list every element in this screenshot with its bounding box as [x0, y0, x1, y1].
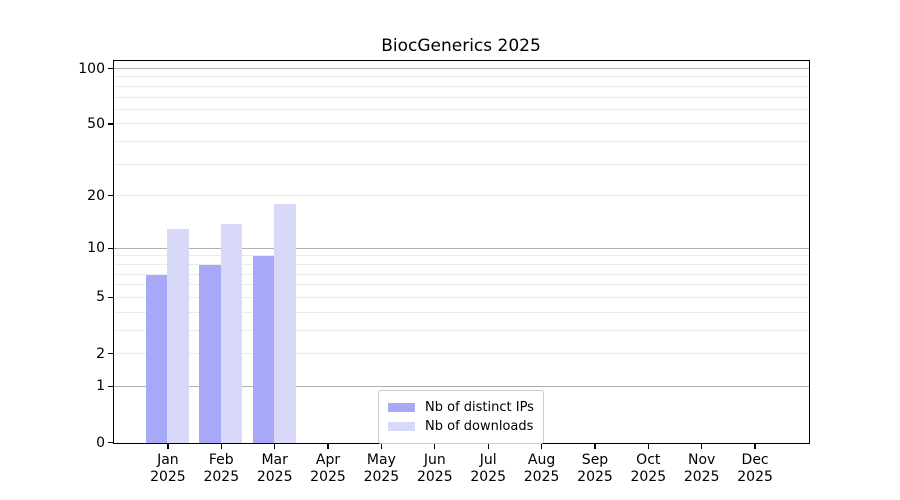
y-tick-mark-10: [108, 247, 113, 249]
x-tick-mark-may: [380, 444, 383, 449]
x-tick-label-jan: Jan 2025: [150, 452, 186, 485]
x-tick-label-oct: Oct 2025: [630, 452, 667, 485]
y-tick-mark-1: [108, 385, 113, 387]
bar-nb-of-distinct-ips-mar: [252, 256, 275, 443]
y-tick-label-5: 5: [96, 289, 105, 306]
gridline-5: [114, 296, 809, 298]
x-tick-mark-jul: [487, 444, 489, 449]
bar-nb-of-downloads-jan: [167, 229, 189, 443]
gridline-20: [114, 195, 809, 197]
x-tick-mark-mar: [274, 444, 276, 449]
legend-swatch-icon: [388, 403, 415, 412]
x-tick-label-nov: Nov 2025: [683, 452, 720, 485]
gridline-60: [114, 108, 809, 110]
x-tick-mark-jun: [434, 444, 436, 449]
x-tick-label-may: May 2025: [363, 452, 400, 485]
y-tick-mark-20: [108, 195, 113, 197]
chart-title: BiocGenerics 2025: [381, 36, 541, 56]
x-tick-mark-oct: [647, 444, 649, 449]
gridline-7: [114, 273, 809, 275]
y-tick-label-10: 10: [87, 240, 105, 257]
x-tick-mark-sep: [594, 444, 596, 449]
x-tick-label-jun: Jun 2025: [416, 452, 453, 485]
gridline-90: [114, 76, 809, 78]
legend-row: Nb of distinct IPs: [388, 399, 534, 416]
x-tick-label-apr: Apr 2025: [310, 452, 346, 485]
legend-row: Nb of downloads: [388, 418, 534, 435]
x-tick-label-dec: Dec 2025: [737, 452, 773, 485]
y-tick-mark-0: [108, 441, 113, 444]
y-tick-label-2: 2: [96, 345, 105, 362]
gridline-70: [114, 96, 809, 98]
gridline-4: [114, 311, 809, 313]
legend-label: Nb of downloads: [425, 419, 534, 434]
y-tick-mark-100: [108, 67, 113, 70]
gridline-6: [114, 284, 809, 286]
x-tick-mark-jan: [167, 444, 169, 449]
x-tick-mark-feb: [220, 444, 222, 449]
y-tick-label-100: 100: [78, 60, 105, 77]
gridline-10: [114, 247, 809, 249]
x-tick-label-aug: Aug 2025: [523, 452, 560, 485]
legend: Nb of distinct IPs Nb of downloads: [378, 390, 544, 444]
y-tick-label-1: 1: [96, 378, 105, 395]
gridline-1: [114, 385, 809, 387]
bar-nb-of-distinct-ips-feb: [199, 264, 221, 443]
bar-nb-of-downloads-feb: [220, 223, 243, 443]
x-tick-label-sep: Sep 2025: [577, 452, 613, 485]
x-tick-mark-nov: [701, 444, 703, 449]
plot-area: Nb of distinct IPs Nb of downloads: [113, 60, 810, 444]
gridline-8: [114, 263, 809, 265]
gridline-3: [114, 329, 809, 331]
x-tick-label-jul: Jul 2025: [470, 452, 507, 485]
x-tick-label-mar: Mar 2025: [256, 452, 293, 485]
bar-nb-of-downloads-mar: [274, 204, 296, 443]
gridline-2: [114, 353, 809, 354]
y-tick-label-20: 20: [87, 187, 105, 204]
x-tick-mark-dec: [754, 444, 756, 449]
y-tick-mark-2: [108, 352, 113, 355]
x-tick-label-feb: Feb 2025: [203, 452, 240, 485]
legend-swatch-icon: [388, 422, 415, 431]
y-tick-mark-5: [108, 296, 113, 298]
gridline-80: [114, 85, 809, 87]
bar-nb-of-distinct-ips-jan: [146, 274, 168, 443]
gridline-100: [114, 68, 809, 69]
gridline-40: [114, 141, 809, 143]
gridline-50: [114, 123, 809, 125]
x-tick-mark-apr: [327, 444, 329, 449]
gridline-9: [114, 255, 809, 257]
y-tick-mark-50: [108, 123, 113, 125]
y-tick-label-0: 0: [96, 434, 105, 451]
y-tick-label-50: 50: [87, 115, 105, 132]
legend-label: Nb of distinct IPs: [425, 400, 534, 415]
x-tick-mark-aug: [540, 444, 543, 449]
gridline-30: [114, 163, 809, 165]
